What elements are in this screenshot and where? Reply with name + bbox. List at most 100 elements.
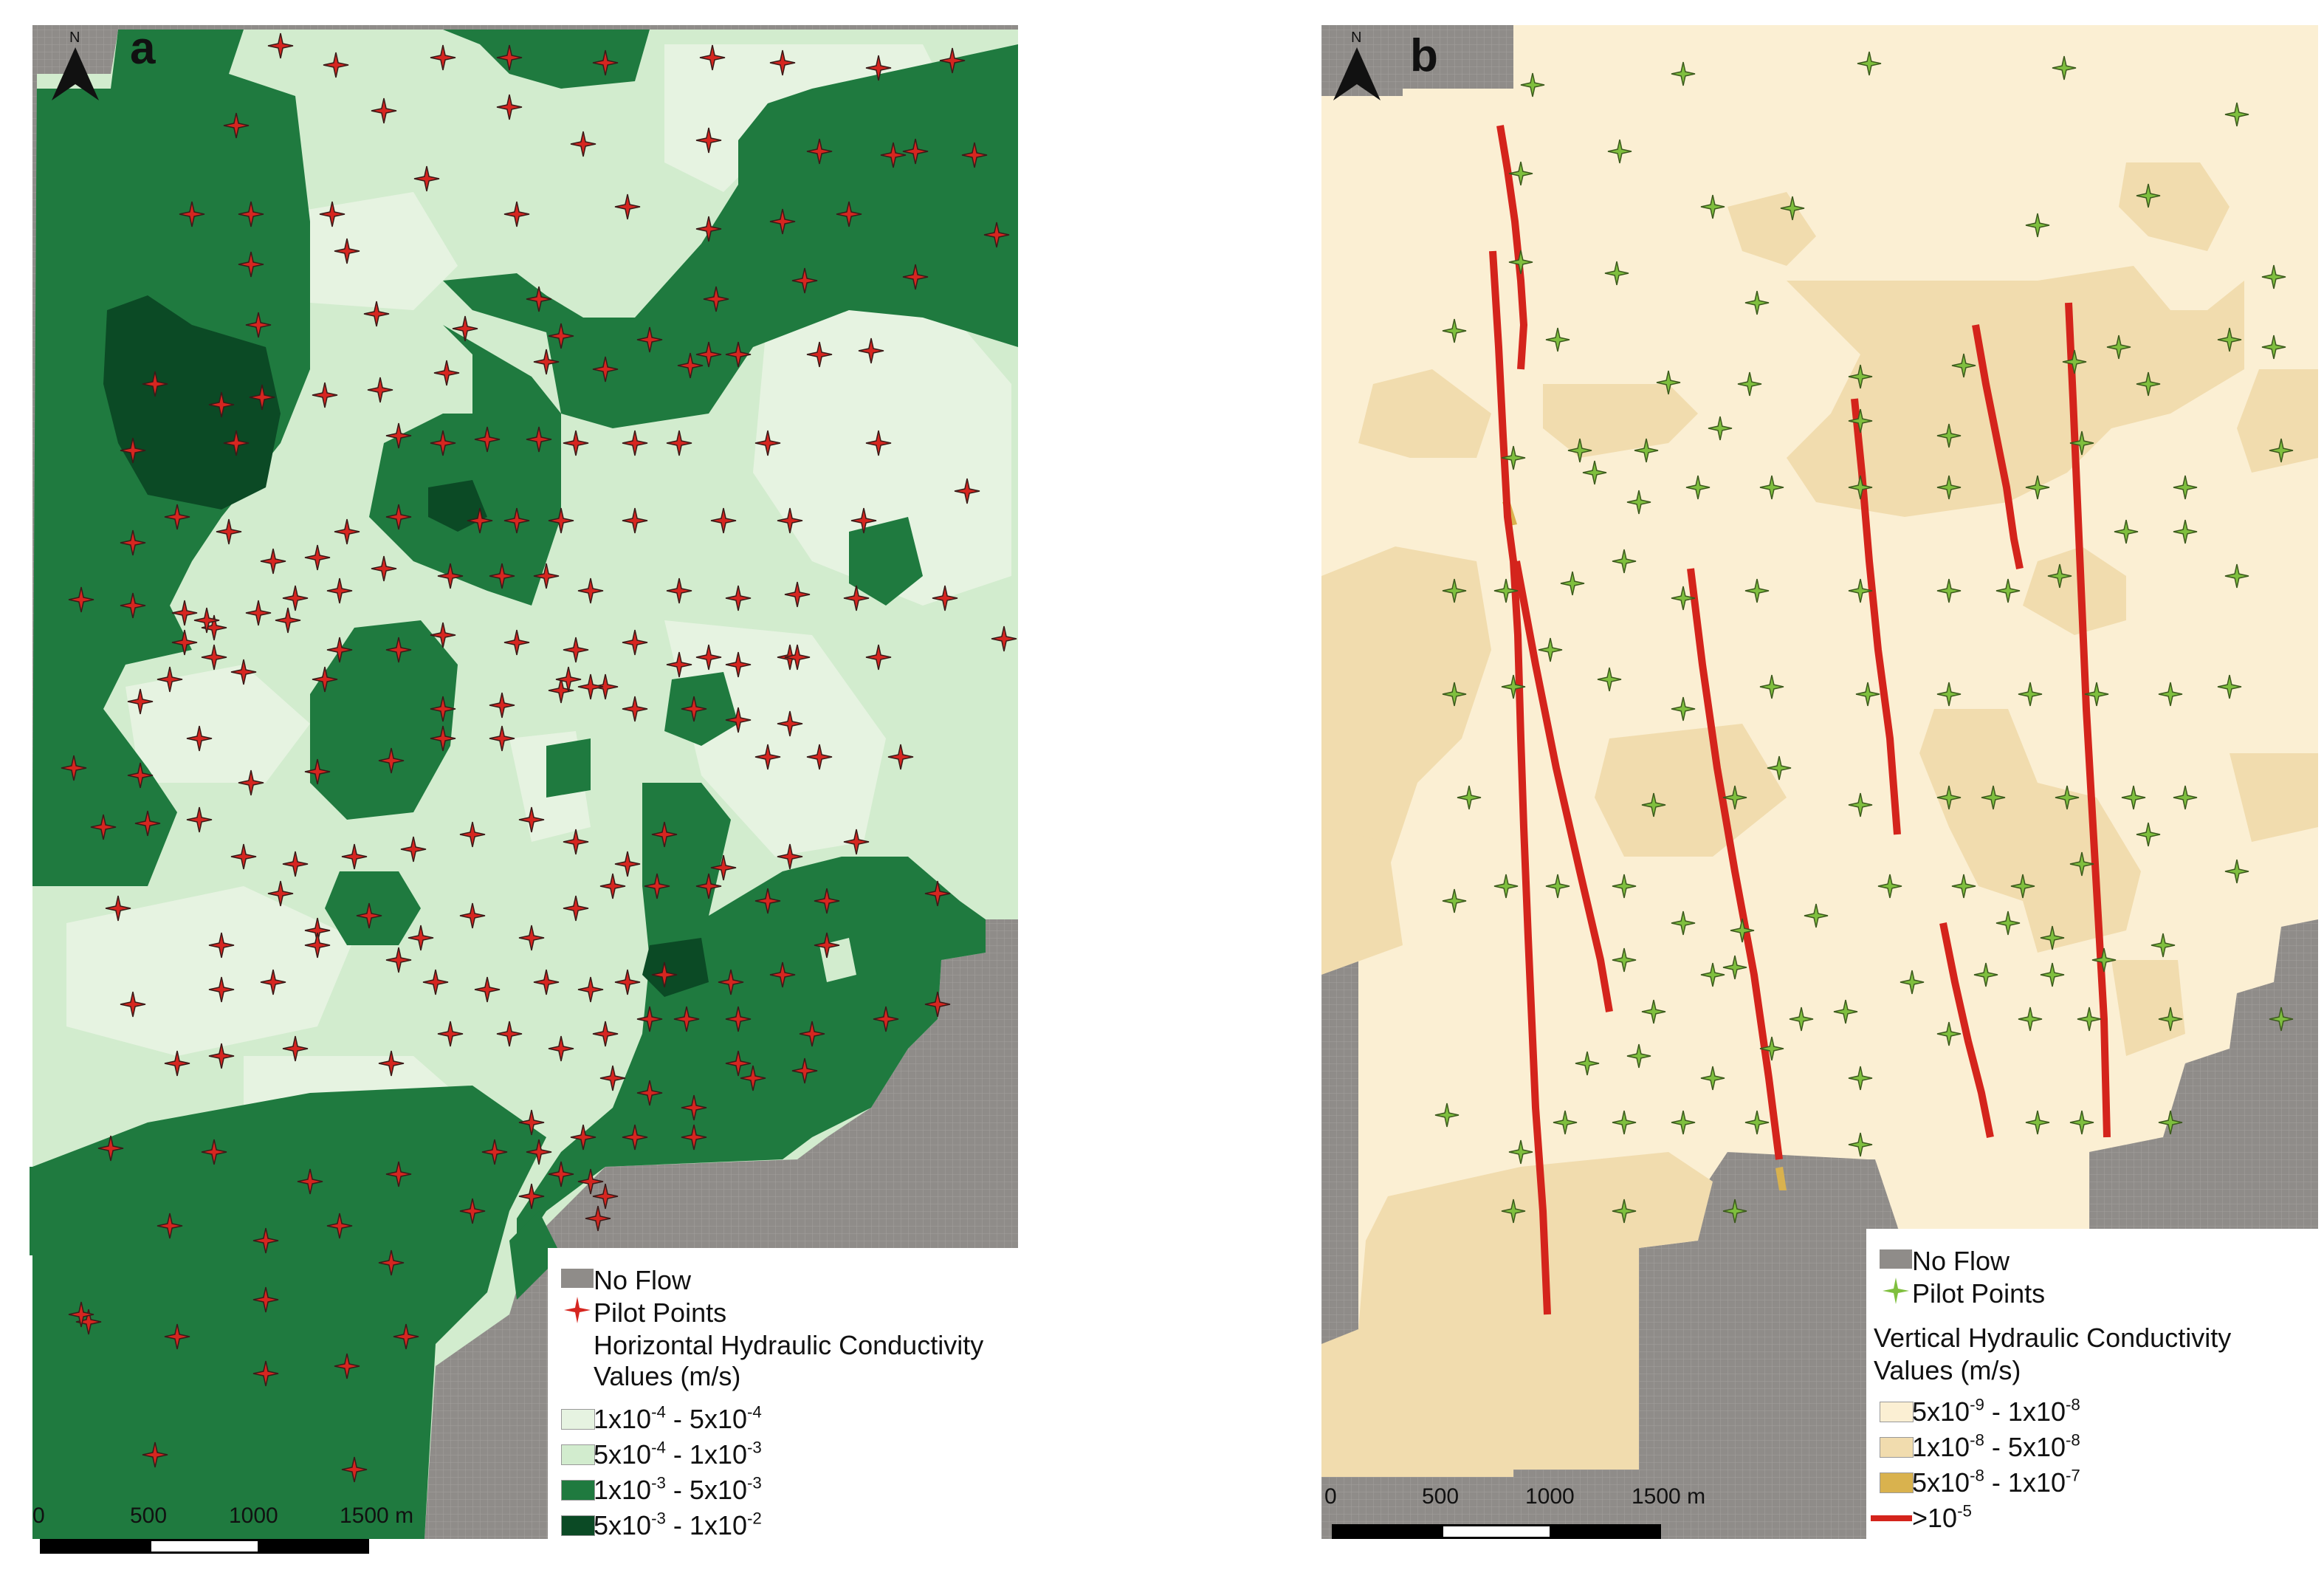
pilot-point-marker [2224,563,2249,589]
pilot-point-marker [681,1124,707,1151]
scale-bar-b: 0 500 1000 1500 m [1321,1484,1735,1543]
pilot-point-marker [142,1441,168,1468]
legend-text-base: >10 [1912,1503,1958,1533]
pilot-point-marker [887,744,914,770]
pilot-point-marker [518,1183,545,1210]
legend-label-no-flow: No Flow [1912,1246,2010,1276]
pilot-point-marker [496,44,523,71]
pilot-point-marker [157,1213,183,1239]
pilot-point-marker [983,222,1010,248]
legend-label-class-3: 5x10-8 - 1x10-7 [1912,1467,2080,1496]
pilot-point-marker [666,577,692,604]
legend-text-exp1: -3 [651,1473,666,1492]
pilot-point-marker [843,829,870,855]
pilot-point-marker [1641,792,1666,817]
pilot-point-marker [267,880,294,907]
pilot-point-marker [681,1094,707,1121]
pilot-point-marker [939,47,966,74]
pilot-point-marker [873,1006,899,1032]
pilot-point-marker [622,507,648,534]
pilot-point-marker [710,507,737,534]
legend-label-class-1: 1x10-4 - 5x10-4 [594,1404,762,1433]
pilot-point-marker [459,821,486,848]
legend-text-base1: 1x10 [1912,1432,1970,1462]
north-arrow-icon [52,47,99,100]
pilot-point-marker [2261,264,2286,289]
zone-b-class-2 [1321,162,2318,1477]
legend-text-sep: - [665,1510,690,1540]
legend-text-base1: 5x10 [594,1439,652,1470]
pilot-point-marker [1597,667,1622,692]
legend-text-base2: 1x10 [689,1439,747,1470]
pilot-point-marker [385,504,412,530]
pilot-point-marker [171,600,198,626]
legend-text-exp1: -3 [651,1509,666,1528]
pilot-point-marker [1848,792,1873,817]
pilot-point-marker [777,710,803,737]
pilot-point-marker [312,382,338,408]
panel-a: N a No Flow Pilot Points Horizontal Hydr… [0,0,1034,1584]
pilot-point-marker [681,696,707,722]
pilot-point-marker [312,666,338,693]
pilot-point-marker [201,1139,227,1165]
pilot-point-marker [171,629,198,656]
pilot-point-marker [961,142,988,168]
pilot-point-marker [924,880,951,907]
scale-segment-2 [1441,1524,1552,1539]
pilot-point-marker [2269,1007,2294,1032]
legend-label-class-1: 5x10-9 - 1x10-8 [1912,1396,2080,1425]
pilot-point-marker [157,666,183,693]
pilot-point-marker [304,758,331,785]
pilot-point-marker [1508,1139,1533,1165]
pilot-point-marker [1936,1021,1962,1046]
scale-tick-0: 0 [32,1504,45,1528]
pilot-point-marker [230,659,257,685]
pilot-point-marker [1493,578,1519,603]
pilot-point-marker [2151,933,2176,958]
pilot-point-marker [430,44,456,71]
pilot-point-marker [1612,549,1637,574]
pilot-point-marker [1855,682,1880,707]
pilot-point-marker [1744,1110,1770,1135]
pilot-point-marker [1641,999,1666,1024]
pilot-point-marker [334,238,360,264]
fault-line [1496,125,1527,370]
pilot-point-marker [1567,438,1592,463]
scale-segment-1 [40,1539,151,1554]
pilot-point-marker [769,49,796,76]
pilot-point-marker [1612,947,1637,973]
pilot-point-marker [208,932,235,959]
pilot-point-marker [186,725,213,752]
pilot-point-marker [260,548,286,575]
pilot-point-marker [1759,1036,1784,1061]
pilot-point-marker [120,437,146,464]
pilot-point-marker [1848,1132,1873,1157]
pilot-point-marker [1848,475,1873,500]
pilot-point-marker [843,585,870,611]
pilot-point-marker [2040,962,2065,987]
pilot-point-marker [437,563,464,589]
pilot-point-marker [526,426,552,453]
pilot-point-marker [341,843,368,870]
map-a-horizontal-conductivity [30,25,1018,1539]
pilot-point-marker [245,600,272,626]
pilot-point-marker [695,216,722,242]
north-arrow-b: N [1327,30,1386,103]
scale-segment-3 [1550,1524,1661,1539]
pilot-point-marker [585,1205,611,1232]
pilot-point-marker [1501,445,1526,470]
pilot-point-marker [1833,999,1858,1024]
legend-text-exp2: -8 [2066,1430,2080,1450]
pilot-point-marker [1951,874,1976,899]
pilot-point-marker [2217,327,2242,352]
fault-line [1513,560,1613,1012]
pilot-point-marker [2047,563,2072,589]
pilot-point-marker [503,507,530,534]
pilot-point-marker [577,673,604,700]
pilot-point-marker [577,577,604,604]
pilot-point-marker [1545,874,1570,899]
pilot-point-marker [474,976,501,1003]
pilot-point-marker [673,1006,700,1032]
pilot-point-marker [526,1139,552,1165]
pilot-point-marker [2025,1110,2050,1135]
